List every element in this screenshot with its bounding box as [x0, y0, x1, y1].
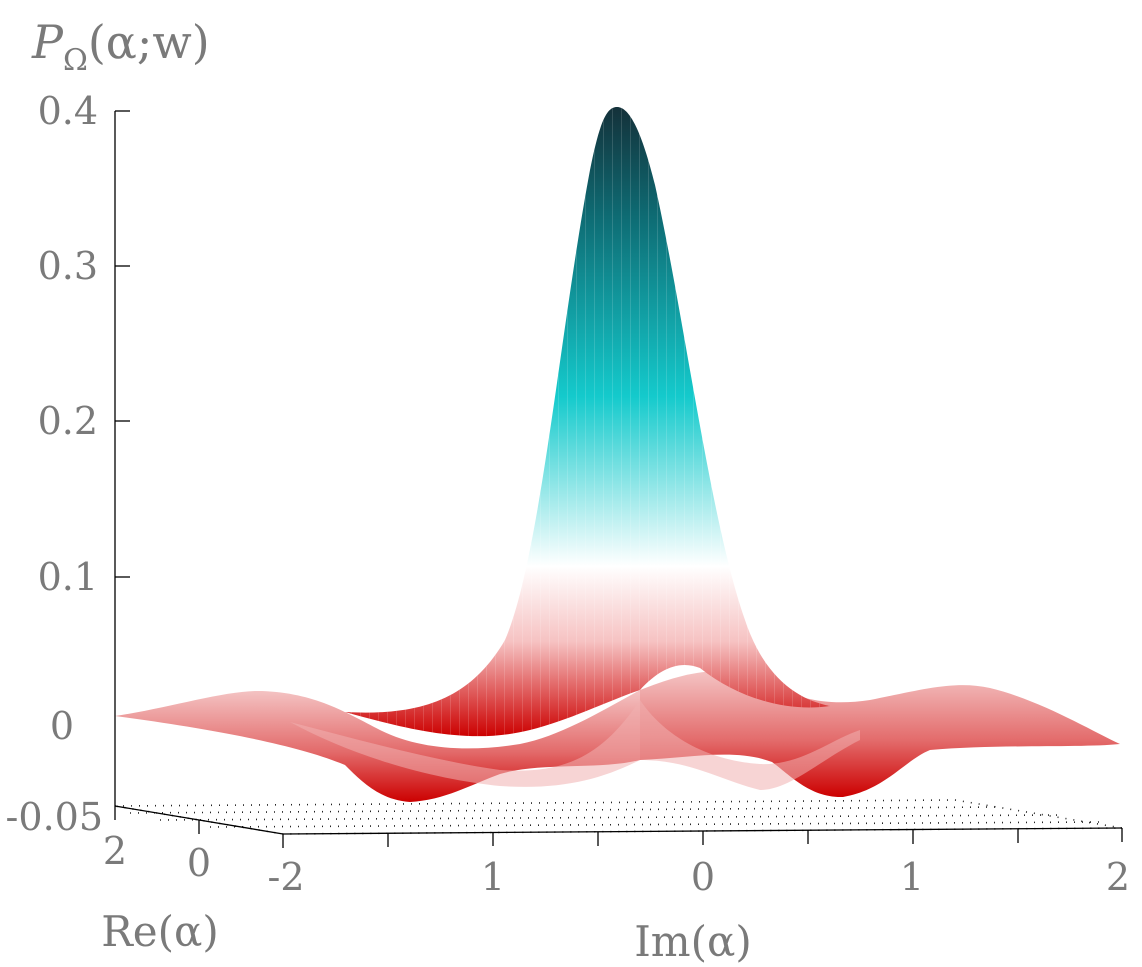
re-tick-label: 2 [103, 829, 127, 873]
floor-plane [114, 799, 1123, 835]
re-axis: 2 0 Re(α) [101, 805, 284, 956]
surface-right-trough [640, 671, 1120, 798]
z-axis: 0.4 0.3 0.2 0.1 0 -0.05 [6, 89, 130, 839]
im-tick-label: -2 [267, 855, 304, 899]
im-tick-label: 1 [900, 855, 924, 899]
im-axis: -2 1 0 1 2 Im(α) [267, 827, 1130, 966]
re-tick-label: 0 [187, 841, 211, 885]
z-tick-label: -0.05 [6, 795, 103, 839]
im-tick-label: 0 [691, 855, 715, 899]
z-tick-label: 0.4 [38, 89, 98, 133]
re-axis-title: Re(α) [101, 907, 219, 956]
z-axis-title-rest: (α;w) [88, 15, 210, 69]
im-axis-title: Im(α) [634, 917, 752, 966]
im-tick-label: 1 [481, 855, 505, 899]
surface-mesh [115, 107, 1120, 802]
z-tick-label: 0 [50, 704, 74, 748]
floor-outline [114, 799, 1123, 835]
z-tick-label: 0.2 [38, 399, 98, 443]
z-tick-label: 0.3 [38, 244, 98, 288]
z-axis-title: PΩ(α;w) [31, 15, 210, 78]
surface-front-ridge [290, 700, 860, 790]
im-tick-label: 2 [1106, 855, 1130, 899]
z-axis-title-symbol: P [31, 15, 64, 69]
z-axis-title-subscript: Ω [63, 43, 88, 78]
z-tick-label: 0.1 [38, 555, 98, 599]
